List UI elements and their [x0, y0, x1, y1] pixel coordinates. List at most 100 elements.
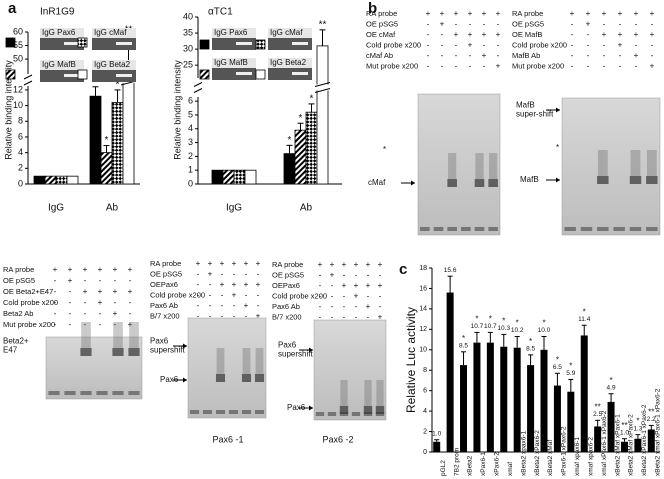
row-label: OE pSG5: [3, 276, 35, 285]
lane-sign: -: [84, 309, 87, 318]
lane-sign: +: [128, 320, 133, 329]
significance: **: [648, 408, 654, 417]
lane-sign: +: [318, 260, 323, 269]
x-tick-label: xPax6-2: [494, 452, 501, 476]
lane-sign: -: [469, 20, 472, 29]
y-tick-label: 1: [188, 165, 193, 175]
gel-band: [254, 374, 265, 382]
lane-sign: -: [233, 301, 236, 310]
lane-sign: +: [232, 259, 237, 268]
lane-sign: +: [330, 271, 335, 280]
lane-sign: +: [570, 9, 575, 18]
y-tick-label: 16: [419, 285, 427, 292]
value-label: 10.3: [497, 325, 510, 332]
x-tick-label: xPax6-1: [480, 452, 487, 476]
free-probe: [597, 227, 609, 231]
lane-sign: -: [54, 287, 57, 296]
row-label: Mut probe x200: [512, 61, 564, 70]
y-tick-label: 4: [188, 123, 193, 133]
value-label: 5.9: [566, 370, 575, 377]
band-arrowhead: [556, 177, 560, 183]
inset-band: [236, 42, 252, 45]
inset-label: IgG MafB: [42, 60, 76, 69]
free-probe: [315, 412, 325, 416]
inset-band: [236, 72, 252, 75]
significance: *: [489, 315, 492, 324]
lane-sign: -: [469, 62, 472, 71]
free-probe: [447, 227, 457, 231]
bar: [527, 365, 535, 452]
bar: [473, 342, 481, 452]
bar: [500, 346, 508, 452]
lane-sign: +: [366, 281, 371, 290]
lane-sign: -: [129, 298, 132, 307]
inset-label: IgG MafB: [214, 58, 248, 67]
y-tick-label: 60: [13, 26, 23, 36]
axis-break: [23, 80, 33, 86]
pattern-key: [5, 37, 16, 48]
lane-sign: +: [354, 260, 359, 269]
y-tick-label: 2: [188, 151, 193, 161]
lane-sign: -: [455, 62, 458, 71]
y-tick-label: 0: [188, 178, 193, 188]
significance: *: [116, 80, 120, 91]
lane-sign: -: [343, 271, 346, 280]
lane-sign: -: [379, 271, 382, 280]
gel-caption: Pax6 -1: [212, 434, 243, 444]
lane-sign: +: [83, 287, 88, 296]
pattern-key: [199, 39, 210, 50]
bar: [607, 401, 615, 452]
lane-sign: -: [257, 270, 260, 279]
inset-label-bg: [92, 28, 136, 38]
free-probe: [48, 391, 60, 395]
lane-sign: -: [571, 51, 574, 60]
y-tick-label: 50: [13, 53, 23, 63]
lane-sign: -: [427, 51, 430, 60]
lane-sign: +: [366, 302, 371, 311]
lane-sign: +: [496, 62, 501, 71]
band-arrowhead: [556, 107, 560, 113]
y-tick-label: 30: [183, 43, 193, 53]
lane-sign: -: [245, 291, 248, 300]
y-tick-label: 40: [183, 11, 193, 21]
lane-sign: +: [83, 265, 88, 274]
value-label: 10.0: [538, 327, 551, 334]
lane-sign: -: [331, 281, 334, 290]
x-tick-label: xmaf xPax6-1 xPax6-2: [601, 410, 608, 476]
free-probe: [564, 227, 576, 231]
lane-sign: -: [571, 20, 574, 29]
significance: *: [529, 337, 532, 346]
gel-band: [128, 348, 140, 356]
gel-band: [447, 179, 457, 187]
row-label: OE cMaf: [366, 30, 396, 39]
lane-sign: +: [244, 259, 249, 268]
row-label: OEPax6: [272, 281, 300, 290]
inset-label: IgG Beta2: [270, 58, 307, 67]
lane-sign: -: [367, 292, 370, 301]
value-label: 8.5: [459, 343, 468, 350]
pattern-key: [77, 37, 88, 48]
bar: [44, 175, 57, 185]
lane-sign: +: [98, 287, 103, 296]
bar: [620, 441, 628, 452]
lane-sign: +: [440, 9, 445, 18]
lane-sign: +: [220, 280, 225, 289]
lane-sign: -: [69, 309, 72, 318]
inset-band: [292, 42, 308, 45]
bar: [283, 153, 296, 185]
lane-sign: -: [331, 302, 334, 311]
lane-sign: -: [221, 312, 224, 321]
free-probe: [202, 410, 213, 414]
row-label: OE MafB: [512, 30, 542, 39]
lane-sign: -: [483, 20, 486, 29]
value-label: 15.6: [444, 267, 457, 274]
gel-smear: [597, 150, 608, 176]
significance: *: [542, 319, 545, 328]
lane-sign: -: [114, 298, 117, 307]
y-tick-label: 6: [18, 131, 23, 141]
inset-label: IgG Pax6: [42, 28, 76, 37]
lane-sign: -: [319, 292, 322, 301]
lane-sign: +: [618, 9, 623, 18]
pattern-key: [77, 69, 88, 80]
lane-sign: -: [331, 313, 334, 322]
